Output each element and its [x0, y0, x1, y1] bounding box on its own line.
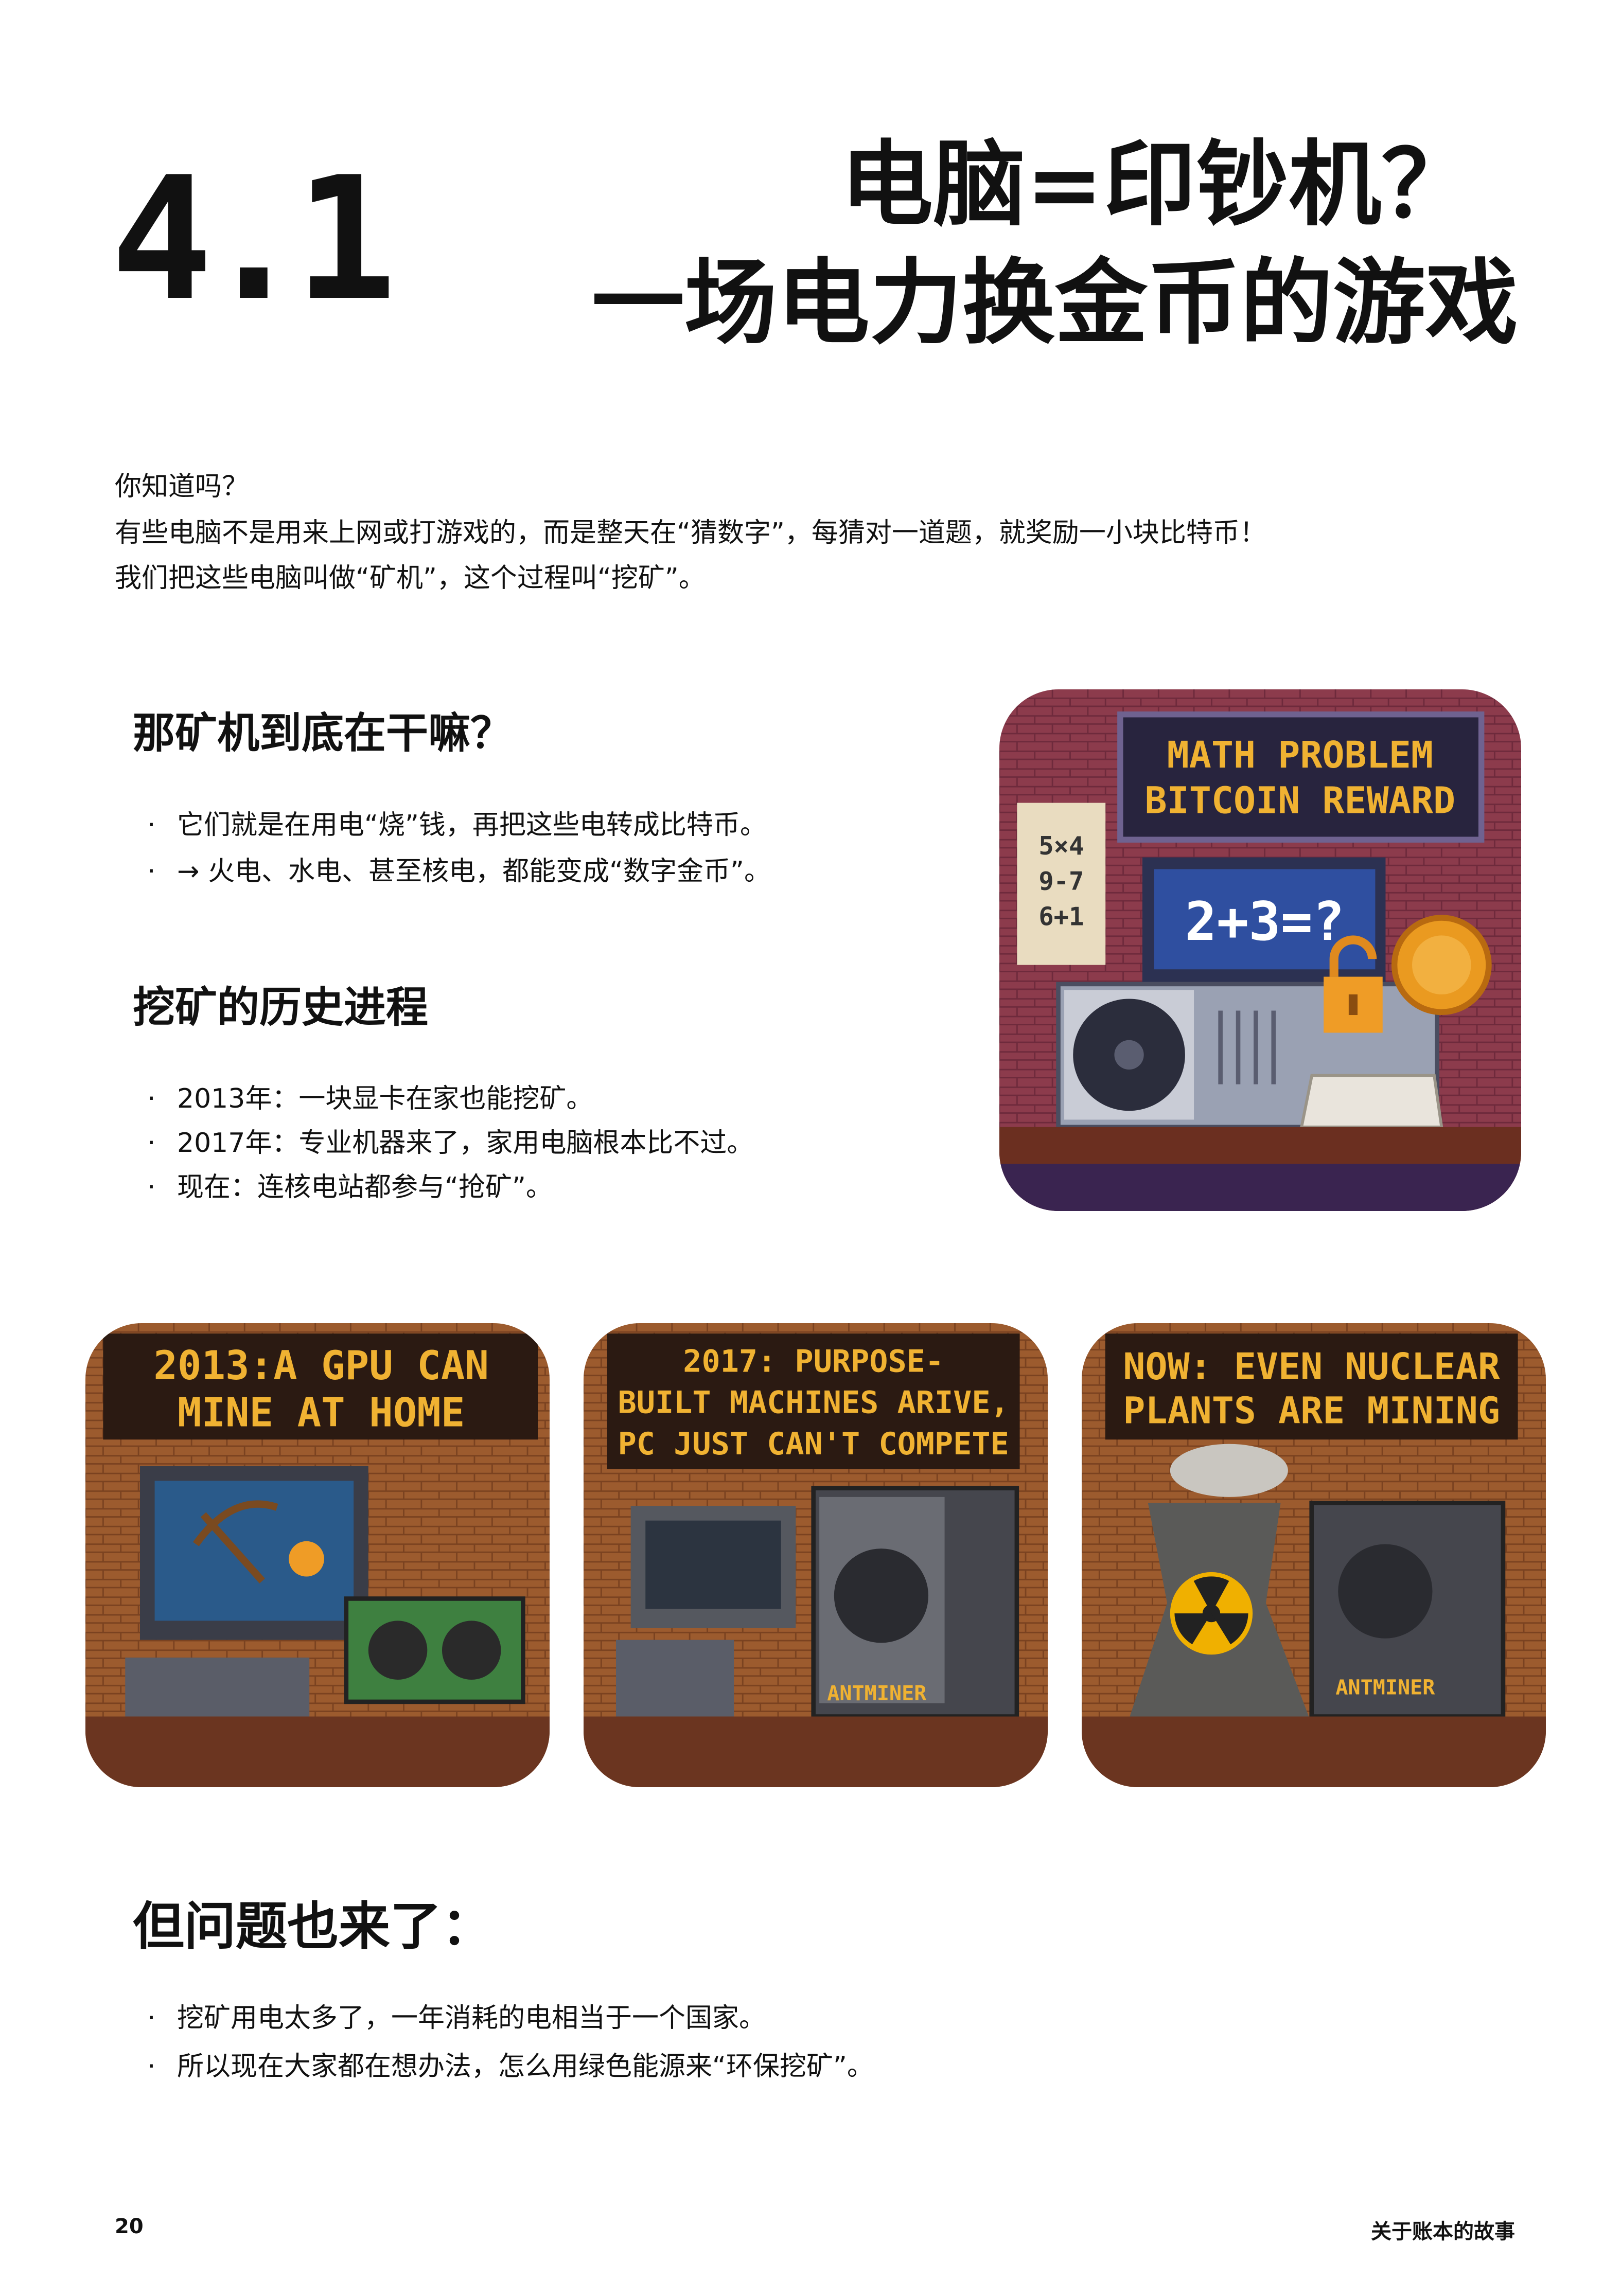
- art-rect: [999, 1127, 1521, 1164]
- panel-2013: 2013:A GPU CAN MINE AT HOME: [85, 1323, 550, 1787]
- section-heading: 那矿机到底在干嘛？: [133, 709, 513, 758]
- art-rect: [615, 1640, 734, 1717]
- scene: 2017: PURPOSE- BUILT MACHINES ARIVE, PC …: [584, 1323, 1048, 1787]
- art-path: [1218, 1010, 1276, 1084]
- art-circle: [442, 1621, 501, 1680]
- art-rect: [1105, 1333, 1518, 1440]
- sign-text: BUILT MACHINES ARIVE,: [618, 1385, 1009, 1421]
- art-rect: [103, 1333, 538, 1440]
- panel-now: NOW: EVEN NUCLEAR PLANTS ARE MINING ANTM…: [1082, 1323, 1546, 1787]
- art-path: [1329, 935, 1377, 977]
- intro-line: 我们把这些电脑叫做“矿机”，这个过程叫“挖矿”。: [115, 563, 706, 594]
- art-path: [1174, 1576, 1248, 1645]
- section-heading: 但问题也来了：: [133, 1896, 493, 1956]
- machine-label: ANTMINER: [1335, 1676, 1435, 1700]
- bullet: 2013年：一块显卡在家也能挖矿。: [147, 1085, 593, 1112]
- intro-line: 有些电脑不是用来上网或打游戏的，而是整天在“猜数字”，每猜对一道题，就奖励一小块…: [115, 518, 1266, 548]
- sign-text: NOW: EVEN NUCLEAR: [1123, 1345, 1500, 1388]
- art-ellipse: [1170, 1444, 1288, 1497]
- art-circle: [1338, 1544, 1433, 1639]
- mining-machine-illustration: MATH PROBLEM BITCOIN REWARD 5×4 9-7 6+1 …: [999, 689, 1521, 1211]
- art-circle: [289, 1541, 324, 1577]
- note-text: 9-7: [1038, 867, 1084, 896]
- art-circle: [368, 1621, 428, 1680]
- sign-text: PLANTS ARE MINING: [1123, 1390, 1500, 1432]
- page-number: 20: [115, 2215, 144, 2238]
- art-circle: [1114, 1040, 1144, 1070]
- art-rect: [607, 1333, 1020, 1469]
- art-rect: [1082, 1716, 1546, 1787]
- screen-text: 2+3=?: [1185, 891, 1344, 953]
- art-polygon: [1299, 1074, 1443, 1129]
- art-rect: [85, 1716, 550, 1787]
- book-title: 关于账本的故事: [1371, 2220, 1515, 2244]
- sign-text: PC JUST CAN'T COMPETE: [618, 1426, 1009, 1462]
- bullet: 2017年：专业机器来了，家用电脑根本比不过。: [147, 1130, 753, 1156]
- note-text: 6+1: [1038, 902, 1084, 931]
- machine-label: ANTMINER: [827, 1682, 927, 1705]
- art-circle: [1412, 935, 1471, 994]
- art-rect: [999, 1164, 1521, 1211]
- art-rect: [645, 1520, 781, 1609]
- scene: 2013:A GPU CAN MINE AT HOME: [85, 1323, 550, 1787]
- section-heading: 挖矿的历史进程: [133, 983, 429, 1032]
- sign-text: 2013:A GPU CAN: [153, 1343, 489, 1389]
- panel-2017: 2017: PURPOSE- BUILT MACHINES ARIVE, PC …: [584, 1323, 1048, 1787]
- bullet: 挖矿用电太多了，一年消耗的电相当于一个国家。: [147, 2005, 766, 2032]
- scene: NOW: EVEN NUCLEAR PLANTS ARE MINING ANTM…: [1082, 1323, 1546, 1787]
- sign-text: BITCOIN REWARD: [1145, 779, 1456, 822]
- chapter-number: 4.1: [111, 140, 397, 338]
- art-circle: [834, 1549, 929, 1643]
- art-rect: [584, 1716, 1048, 1787]
- art-rect: [1348, 994, 1358, 1016]
- title-line: 一场电力换金币的游戏: [591, 250, 1518, 357]
- bullet: 现在：连核电站都参与“抢矿”。: [147, 1174, 553, 1201]
- art-rect: [1117, 711, 1485, 843]
- scene: MATH PROBLEM BITCOIN REWARD 5×4 9-7 6+1 …: [999, 689, 1521, 1211]
- intro-line: 你知道吗？: [115, 471, 249, 502]
- note-text: 5×4: [1038, 832, 1084, 861]
- sign-text: MINE AT HOME: [178, 1390, 465, 1436]
- sign-text: 2017: PURPOSE-: [683, 1343, 944, 1379]
- sign-text: MATH PROBLEM: [1167, 734, 1433, 776]
- art-rect: [125, 1658, 310, 1717]
- bullet: 它们就是在用电“烧”钱，再把这些电转成比特币。: [147, 812, 767, 839]
- art-path: [192, 1500, 278, 1583]
- art-rect: [1017, 803, 1106, 965]
- bullet: 所以现在大家都在想办法，怎么用绿色能源来“环保挖矿”。: [147, 2053, 874, 2080]
- bullet: → 火电、水电、甚至核电，都能变成“数字金币”。: [147, 858, 771, 885]
- title-line: 电脑=印钞机？: [840, 131, 1474, 239]
